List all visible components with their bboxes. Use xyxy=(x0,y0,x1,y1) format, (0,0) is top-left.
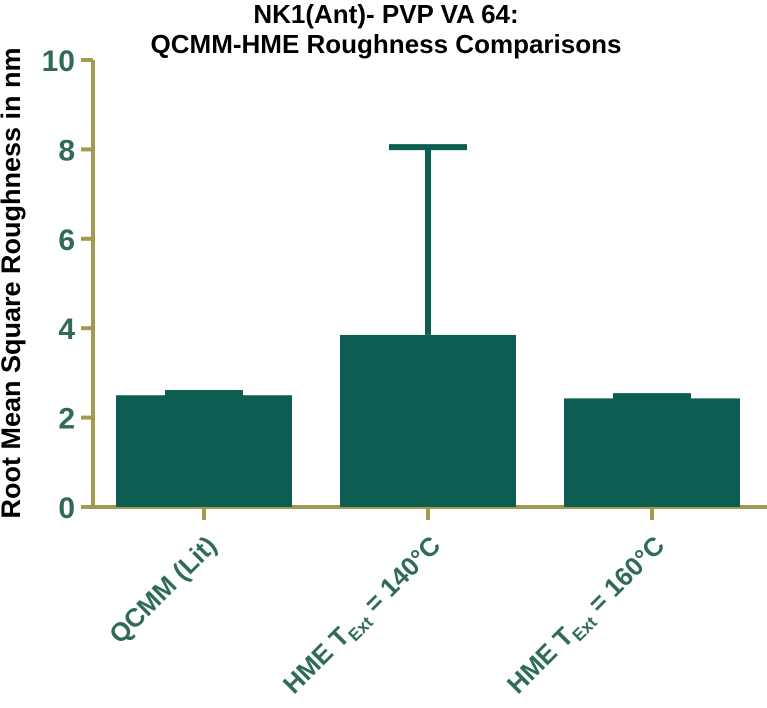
bar-3 xyxy=(564,398,740,507)
bar-2 xyxy=(340,334,516,507)
y-tick-label-10: 10 xyxy=(42,45,75,78)
bar-1 xyxy=(116,395,292,507)
y-tick-label-6: 6 xyxy=(58,224,75,257)
y-tick-label-4: 4 xyxy=(58,313,75,346)
plot-area: 0 2 4 6 8 10 QCMM (Lit) HME TExt = 140°C HME TEx… xyxy=(42,45,767,702)
y-tick-label-0: 0 xyxy=(58,492,75,525)
y-tick-label-2: 2 xyxy=(58,403,75,436)
y-axis-label: Root Mean Square Roughness in nm xyxy=(0,47,26,518)
y-tick-label-8: 8 xyxy=(58,134,75,167)
x-tick-label-3: HME TExt = 160°C xyxy=(501,530,673,702)
x-tick-label-2: HME TExt = 140°C xyxy=(277,530,449,702)
chart-title-line-1: NK1(Ant)- PVP VA 64: xyxy=(253,0,518,29)
chart-title-line-2: QCMM-HME Roughness Comparisons xyxy=(151,29,622,59)
x-tick-label-1: QCMM (Lit) xyxy=(103,530,222,649)
